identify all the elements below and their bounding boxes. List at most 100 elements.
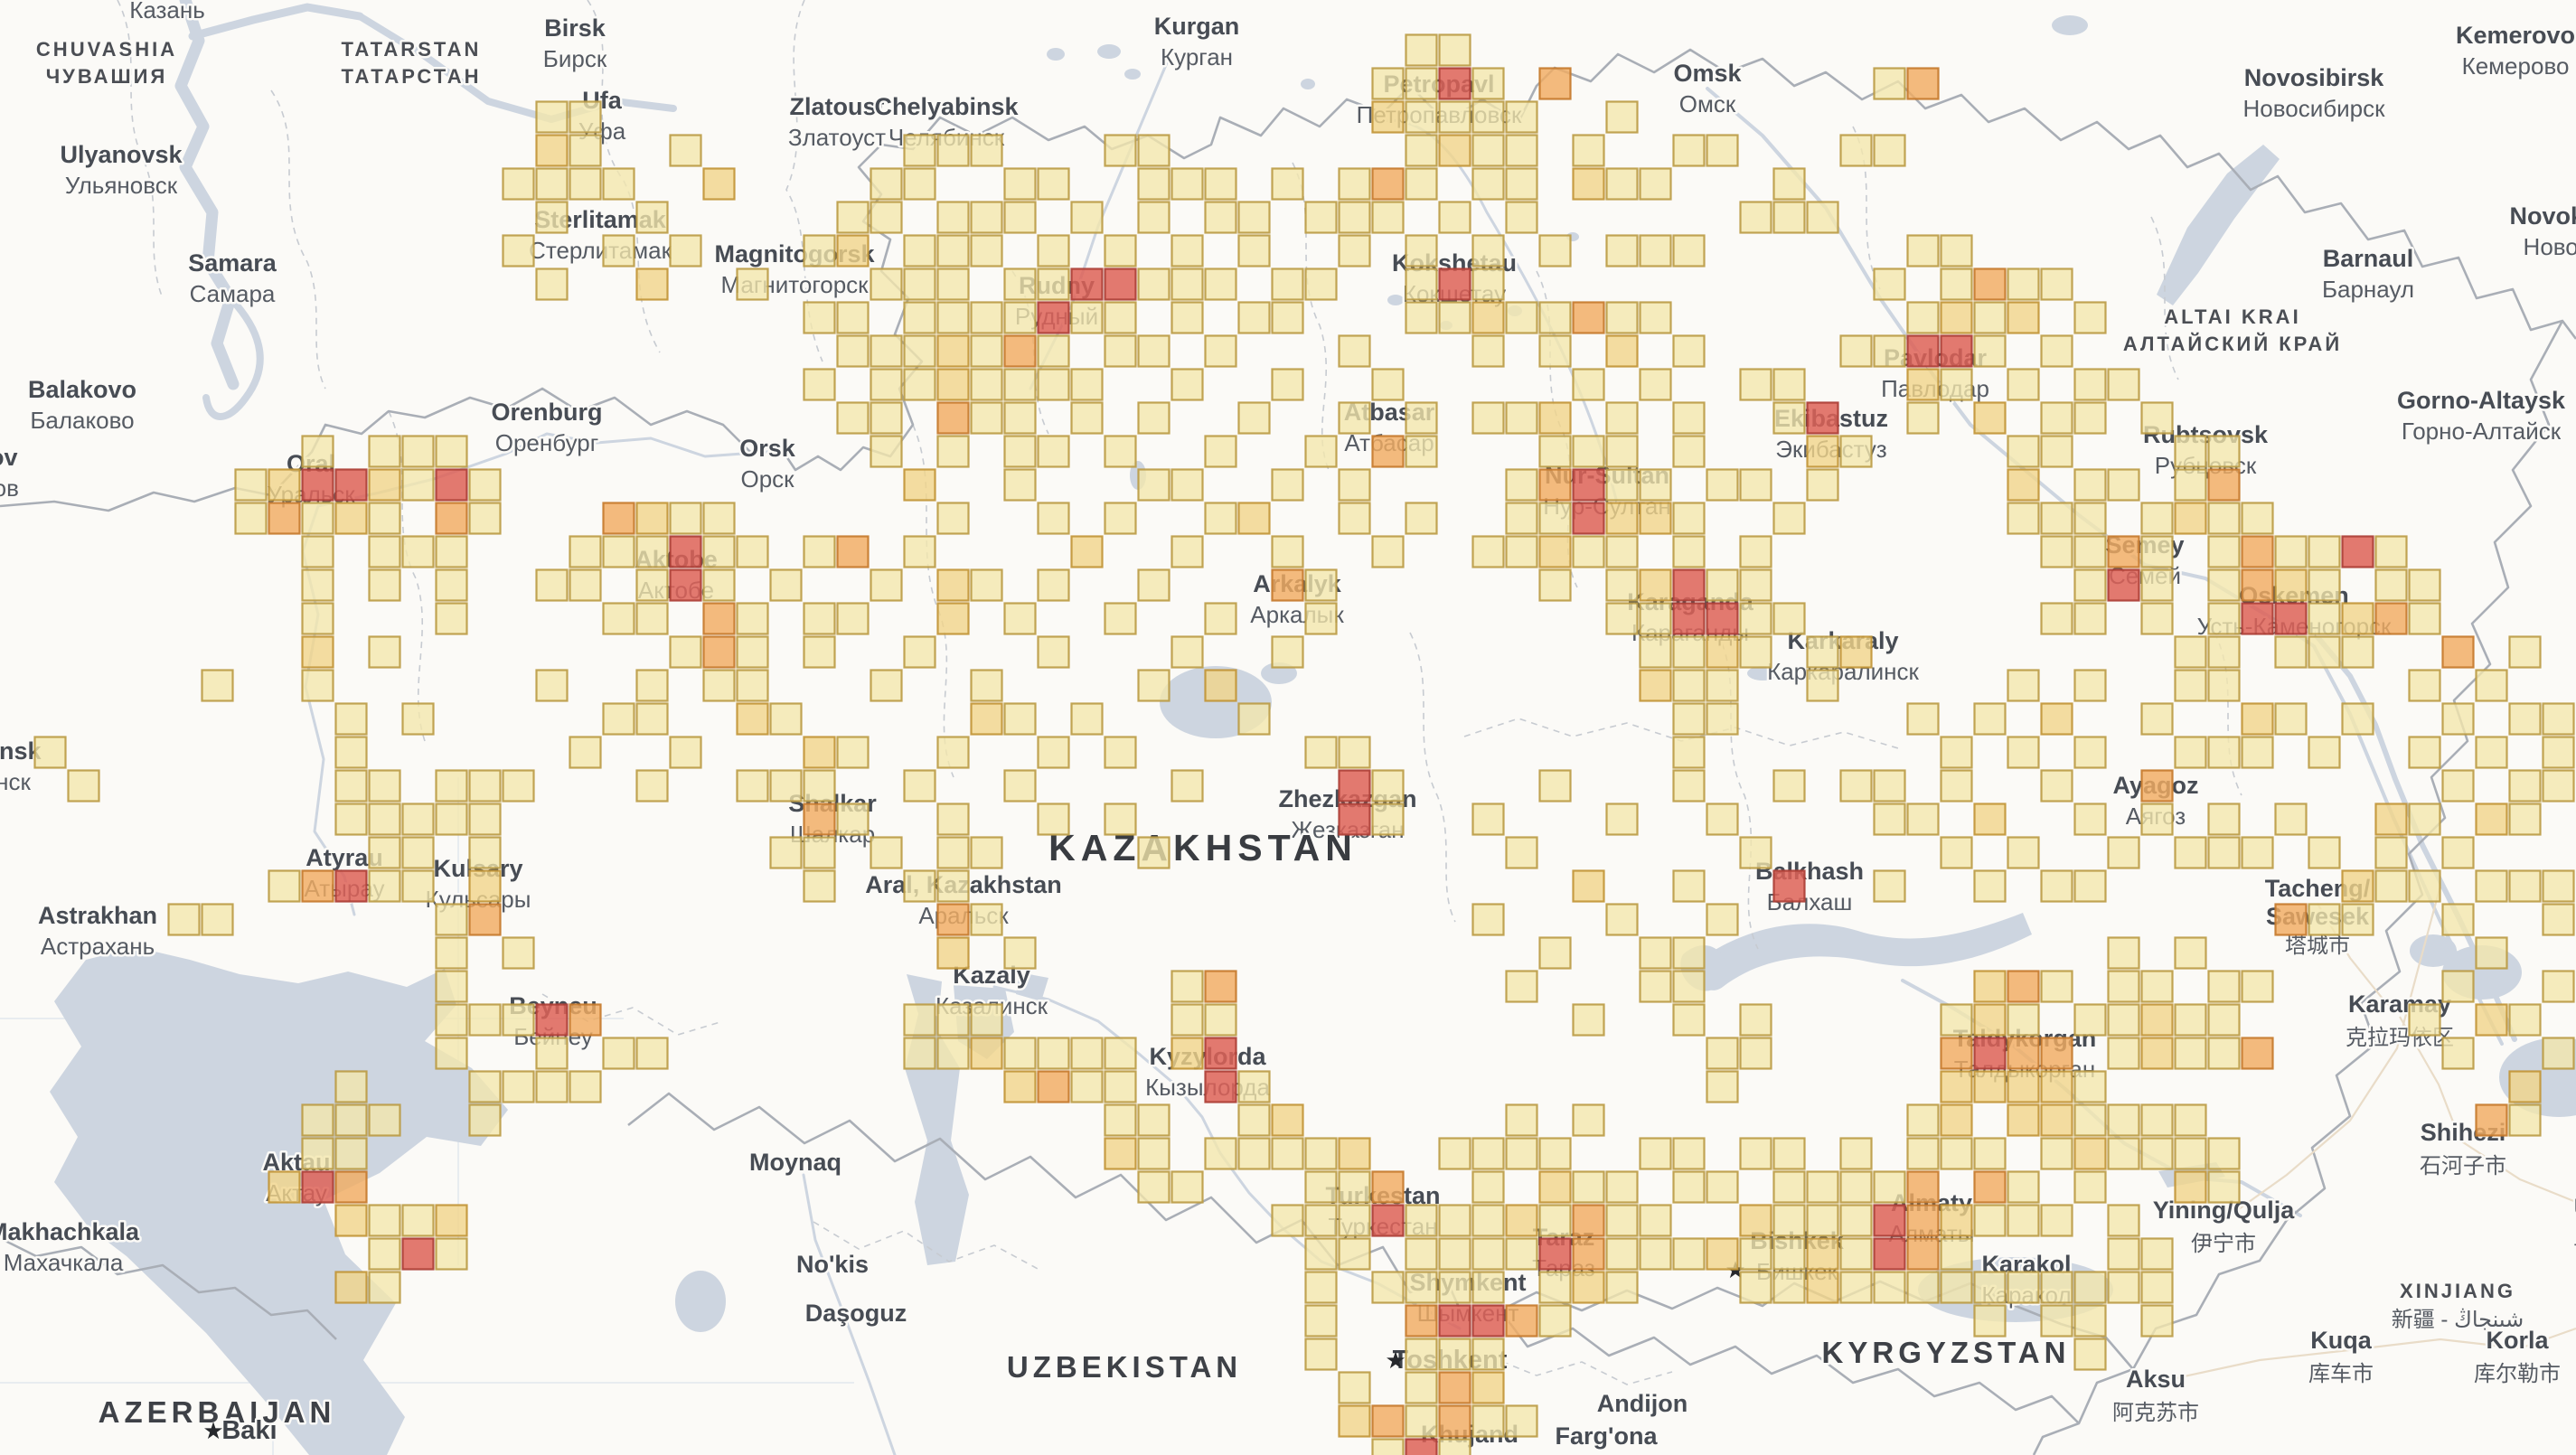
heat-cell[interactable]: [468, 836, 502, 869]
heat-cell[interactable]: [2040, 1103, 2073, 1137]
heat-cell[interactable]: [2140, 1037, 2174, 1070]
heat-cell[interactable]: [535, 167, 569, 201]
heat-cell[interactable]: [2040, 769, 2073, 803]
heat-cell[interactable]: [1471, 100, 1505, 134]
heat-cell[interactable]: [2374, 836, 2408, 869]
heat-cell[interactable]: [2073, 401, 2107, 435]
heat-cell[interactable]: [1104, 234, 1137, 268]
heat-cell[interactable]: [836, 803, 870, 836]
heat-cell[interactable]: [836, 301, 870, 334]
heat-cell[interactable]: [1271, 1103, 1304, 1137]
heat-cell[interactable]: [1572, 301, 1605, 334]
heat-cell[interactable]: [401, 702, 435, 736]
heat-cell[interactable]: [1973, 803, 2007, 836]
heat-cell[interactable]: [401, 869, 435, 903]
heat-cell[interactable]: [1271, 167, 1304, 201]
heat-cell[interactable]: [1605, 803, 1639, 836]
heat-cell[interactable]: [268, 502, 301, 535]
heat-cell[interactable]: [1605, 1170, 1639, 1204]
heat-cell[interactable]: [535, 1003, 569, 1037]
heat-cell[interactable]: [1605, 903, 1639, 936]
heat-cell[interactable]: [2508, 1003, 2542, 1037]
heat-cell[interactable]: [1037, 334, 1070, 368]
heat-cell[interactable]: [1405, 234, 1438, 268]
heat-cell[interactable]: [334, 502, 368, 535]
heat-cell[interactable]: [736, 769, 769, 803]
heat-cell[interactable]: [1739, 1037, 1772, 1070]
heat-cell[interactable]: [1973, 1003, 2007, 1037]
heat-cell[interactable]: [769, 769, 803, 803]
heat-cell[interactable]: [2040, 435, 2073, 468]
heat-cell[interactable]: [2207, 1137, 2241, 1170]
heat-cell[interactable]: [468, 903, 502, 936]
heat-cell[interactable]: [1137, 1103, 1170, 1137]
heat-cell[interactable]: [803, 234, 836, 268]
heat-cell[interactable]: [970, 568, 1003, 602]
heat-cell[interactable]: [1739, 535, 1772, 568]
heat-cell[interactable]: [736, 602, 769, 635]
heat-cell[interactable]: [1271, 568, 1304, 602]
heat-cell[interactable]: [1605, 602, 1639, 635]
heat-cell[interactable]: [1137, 1170, 1170, 1204]
heat-cell[interactable]: [1405, 401, 1438, 435]
heat-cell[interactable]: [1873, 67, 1906, 100]
heat-cell[interactable]: [2107, 1137, 2140, 1170]
heat-cell[interactable]: [1839, 635, 1873, 669]
heat-cell[interactable]: [2475, 1003, 2508, 1037]
heat-cell[interactable]: [1706, 568, 1739, 602]
heat-cell[interactable]: [736, 268, 769, 301]
heat-cell[interactable]: [1772, 502, 1806, 535]
heat-cell[interactable]: [1170, 535, 1204, 568]
heat-cell[interactable]: [1672, 1237, 1706, 1271]
heat-cell[interactable]: [1304, 1338, 1338, 1371]
heat-cell[interactable]: [903, 1003, 936, 1037]
heat-cell[interactable]: [1204, 334, 1237, 368]
heat-cell[interactable]: [1170, 268, 1204, 301]
heat-cell[interactable]: [535, 201, 569, 234]
heat-cell[interactable]: [334, 1271, 368, 1304]
heat-cell[interactable]: [1639, 368, 1672, 401]
heat-cell[interactable]: [1973, 1204, 2007, 1237]
heat-cell[interactable]: [936, 869, 970, 903]
heat-cell[interactable]: [468, 769, 502, 803]
heat-cell[interactable]: [870, 334, 903, 368]
heat-cell[interactable]: [1538, 435, 1572, 468]
heat-cell[interactable]: [1271, 368, 1304, 401]
heat-cell[interactable]: [803, 368, 836, 401]
heat-cell[interactable]: [1237, 201, 1271, 234]
heat-cell[interactable]: [1806, 435, 1839, 468]
heat-cell[interactable]: [2107, 836, 2140, 869]
heat-cell[interactable]: [1070, 201, 1104, 234]
heat-cell[interactable]: [1572, 167, 1605, 201]
heat-cell[interactable]: [301, 568, 334, 602]
heat-cell[interactable]: [1605, 535, 1639, 568]
heat-cell[interactable]: [1538, 535, 1572, 568]
heat-cell[interactable]: [1405, 1237, 1438, 1271]
heat-cell[interactable]: [2073, 1304, 2107, 1338]
heat-cell[interactable]: [1104, 1070, 1137, 1103]
heat-cell[interactable]: [1371, 100, 1405, 134]
heat-cell[interactable]: [535, 134, 569, 167]
heat-cell[interactable]: [1204, 1003, 1237, 1037]
heat-cell[interactable]: [936, 1003, 970, 1037]
heat-cell[interactable]: [1839, 1204, 1873, 1237]
heat-cell[interactable]: [2040, 602, 2073, 635]
heat-cell[interactable]: [803, 736, 836, 769]
heat-cell[interactable]: [970, 134, 1003, 167]
heat-cell[interactable]: [1070, 301, 1104, 334]
heat-cell[interactable]: [1672, 736, 1706, 769]
heat-cell[interactable]: [1170, 970, 1204, 1003]
heat-cell[interactable]: [803, 535, 836, 568]
heat-cell[interactable]: [401, 836, 435, 869]
heat-cell[interactable]: [1304, 1237, 1338, 1271]
heat-cell[interactable]: [1940, 1003, 1973, 1037]
heat-cell[interactable]: [635, 568, 669, 602]
heat-cell[interactable]: [1471, 334, 1505, 368]
heat-cell[interactable]: [1806, 1170, 1839, 1204]
heat-cell[interactable]: [468, 1103, 502, 1137]
heat-cell[interactable]: [1104, 334, 1137, 368]
heat-cell[interactable]: [1940, 1137, 1973, 1170]
heat-cell[interactable]: [2207, 1037, 2241, 1070]
heat-cell[interactable]: [903, 167, 936, 201]
heat-cell[interactable]: [936, 803, 970, 836]
